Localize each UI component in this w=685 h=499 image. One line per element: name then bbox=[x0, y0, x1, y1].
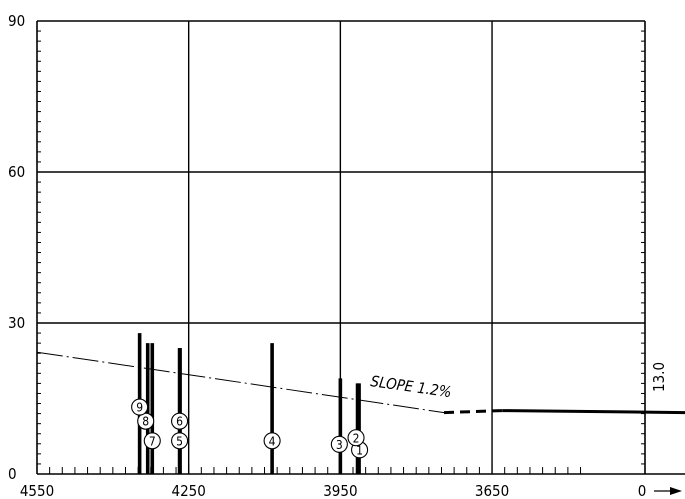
y-tick-label: 90 bbox=[8, 12, 25, 30]
x-tick-label: 3950 bbox=[323, 482, 357, 499]
marker-label-4: 4 bbox=[269, 434, 276, 448]
marker-circle-4 bbox=[263, 432, 281, 450]
x-tick-label: 3650 bbox=[475, 482, 509, 499]
marker-label-1: 1 bbox=[356, 443, 363, 457]
slope-label: SLOPE 1.2% bbox=[369, 372, 452, 401]
marker-label-6: 6 bbox=[176, 415, 183, 429]
marker-label-7: 7 bbox=[149, 434, 156, 448]
marker-circle-5 bbox=[171, 432, 189, 450]
y-tick-label: 60 bbox=[8, 163, 25, 181]
marker-circle-6 bbox=[171, 412, 189, 430]
marker-circle-3 bbox=[330, 435, 348, 453]
marker-circle-7 bbox=[143, 432, 161, 450]
x-end-label: 0 bbox=[638, 482, 647, 499]
marker-circle-2 bbox=[347, 429, 365, 447]
marker-label-5: 5 bbox=[176, 434, 183, 448]
x-tick-label: 4250 bbox=[172, 482, 206, 499]
marker-label-3: 3 bbox=[336, 438, 343, 452]
marker-label-2: 2 bbox=[353, 431, 360, 445]
x-tick-label: 4550 bbox=[20, 482, 54, 499]
slope-line bbox=[36, 351, 445, 414]
dashed-extension-line bbox=[443, 409, 503, 415]
end-segment-label: 13.0 bbox=[650, 362, 668, 392]
marker-circle-9 bbox=[131, 398, 149, 416]
marker-label-9: 9 bbox=[136, 401, 143, 415]
arrow-head-icon bbox=[670, 487, 682, 495]
end-segment-line bbox=[502, 409, 685, 415]
marker-label-8: 8 bbox=[142, 415, 149, 429]
y-tick-label: 0 bbox=[8, 465, 17, 483]
y-tick-label: 30 bbox=[8, 314, 25, 332]
marker-circle-8 bbox=[137, 412, 155, 430]
